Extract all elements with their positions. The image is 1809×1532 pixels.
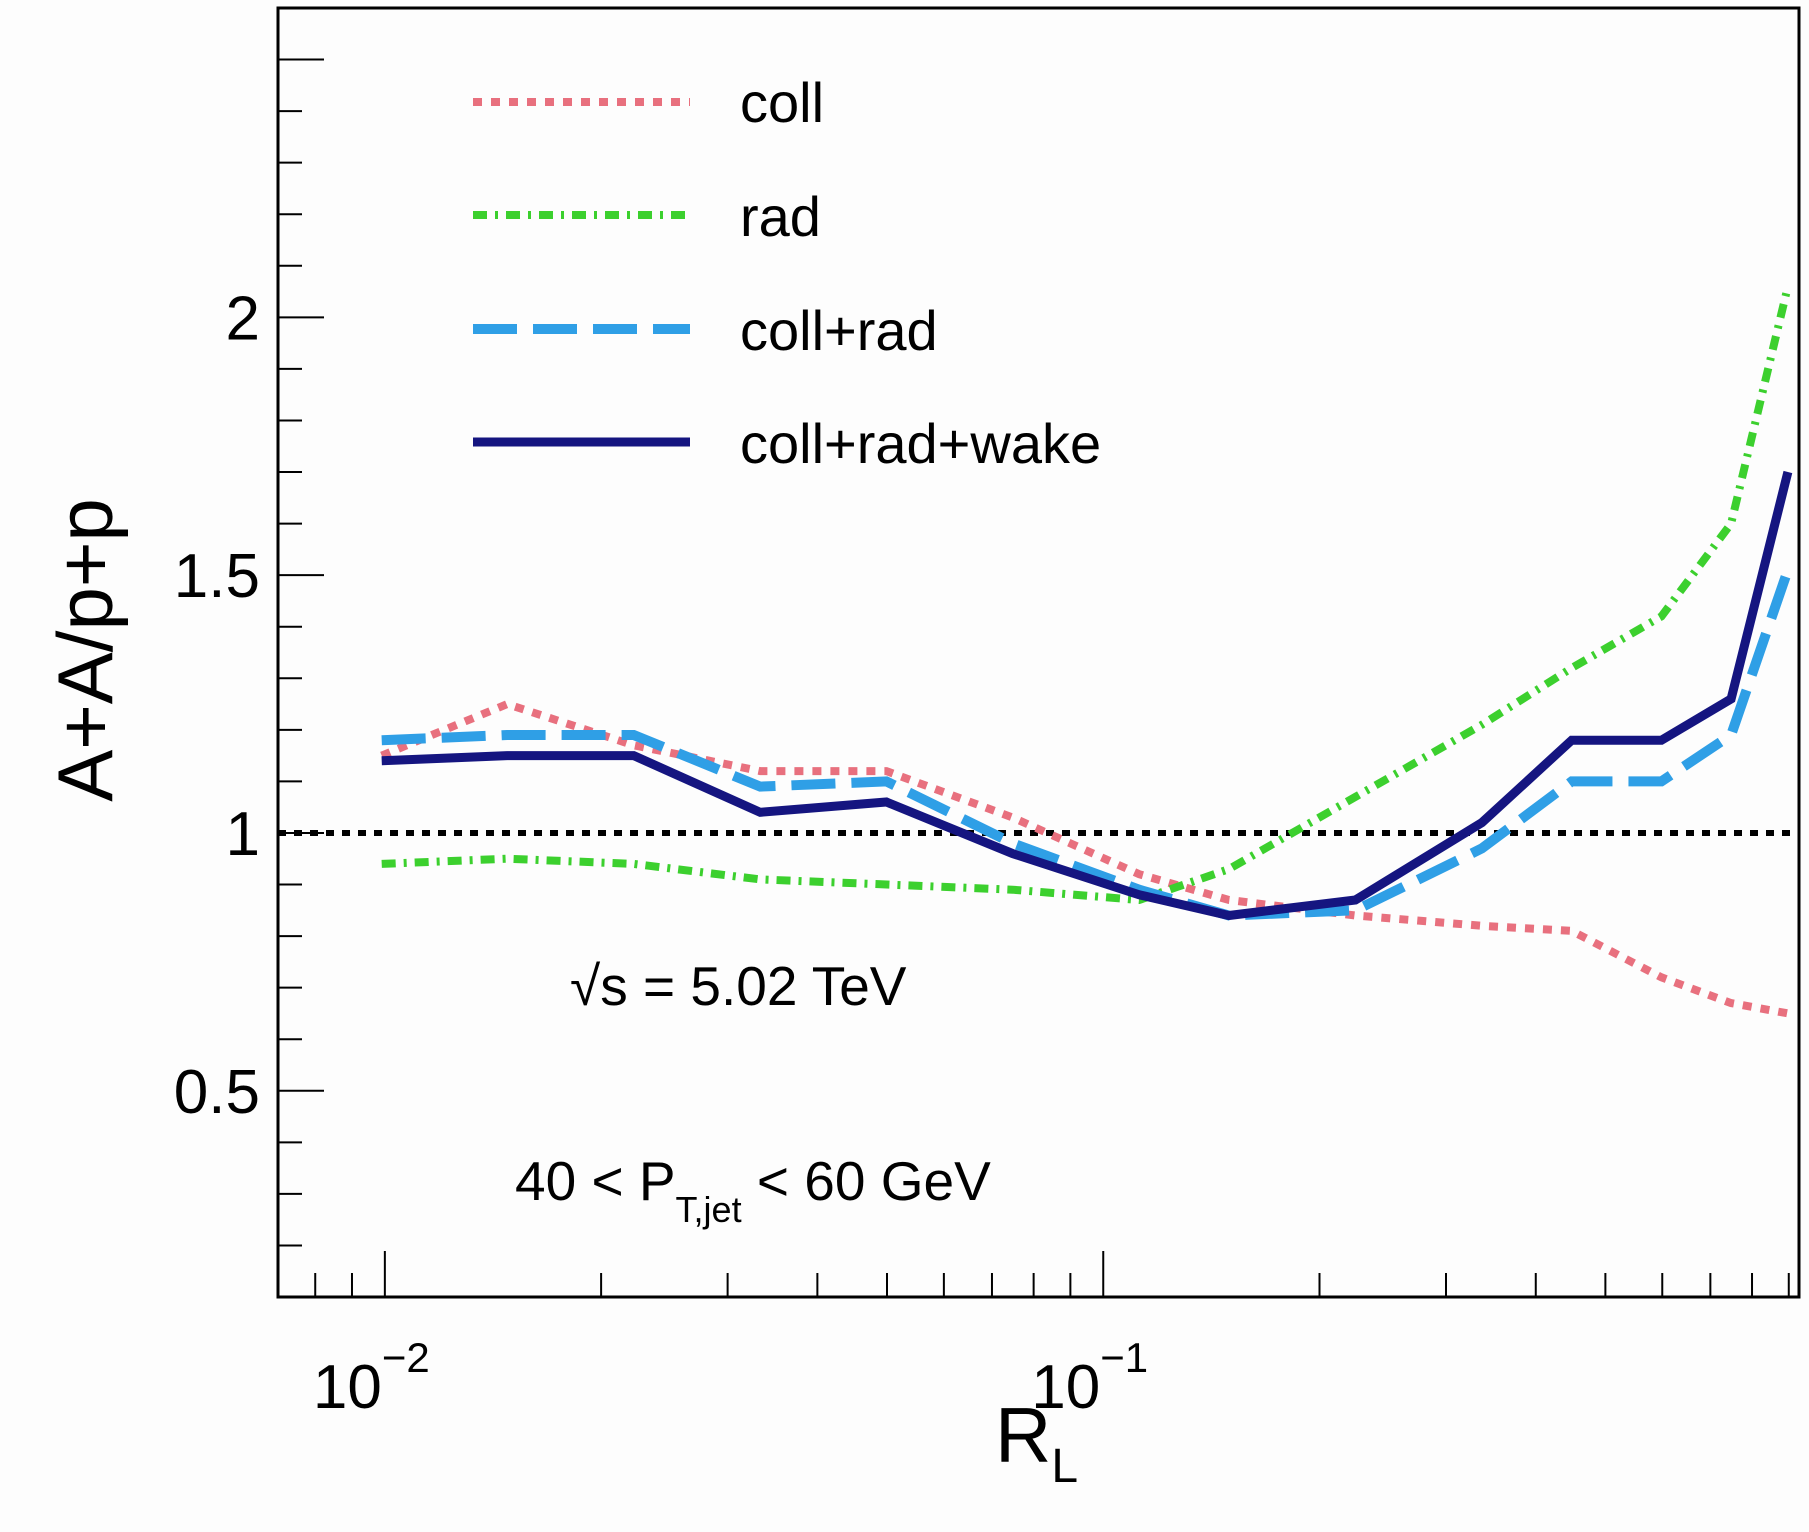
x-tick-label: 10−1 — [1031, 1334, 1148, 1422]
sqrt-symbol: √ — [570, 955, 601, 1017]
series-line-coll — [380, 699, 1789, 1018]
series-layer — [380, 285, 1793, 1018]
x-axis-title-sub: L — [1051, 1440, 1078, 1493]
y-axis-title: A+A/p+p — [41, 498, 129, 802]
x-axis-title: RL — [995, 1391, 1078, 1493]
svg-text:RL: RL — [995, 1391, 1078, 1493]
legend: coll rad coll+rad coll+rad+wake — [473, 71, 1101, 475]
y-tick-label: 2 — [226, 284, 260, 353]
x-tick-label: 10−2 — [313, 1334, 430, 1422]
pt-subscript: T,jet — [676, 1189, 742, 1230]
svg-text:√s = 5.02 TeV: √s = 5.02 TeV — [570, 955, 907, 1017]
pt-suffix: < 60 GeV — [742, 1150, 992, 1212]
legend-label-coll-rad-wake: coll+rad+wake — [740, 412, 1101, 475]
energy-text: s = 5.02 TeV — [600, 955, 907, 1017]
pt-prefix: 40 < P — [515, 1150, 676, 1212]
series-line-coll-rad-wake — [381, 470, 1793, 921]
axis-ticks — [278, 58, 1790, 1297]
annotation-pt-range: 40 < PT,jet < 60 GeV — [515, 1150, 991, 1230]
annotation-energy: √s = 5.02 TeV — [570, 955, 907, 1017]
legend-label-coll-rad: coll+rad — [740, 299, 938, 362]
legend-label-coll: coll — [740, 71, 824, 134]
plot-frame — [276, 6, 1801, 1299]
series-line-coll-rad — [381, 568, 1793, 921]
y-tick-label: 1.5 — [174, 542, 260, 611]
tick-labels: 0.5 1 1.5 2 10−2 10−1 — [174, 284, 1148, 1422]
series-line-rad — [381, 285, 1792, 905]
y-tick-label: 1 — [226, 800, 260, 869]
legend-label-rad: rad — [740, 185, 821, 248]
y-tick-label: 0.5 — [174, 1058, 260, 1127]
svg-text:40 < PT,jet < 60 GeV: 40 < PT,jet < 60 GeV — [515, 1150, 991, 1230]
x-axis-title-main: R — [995, 1391, 1051, 1479]
